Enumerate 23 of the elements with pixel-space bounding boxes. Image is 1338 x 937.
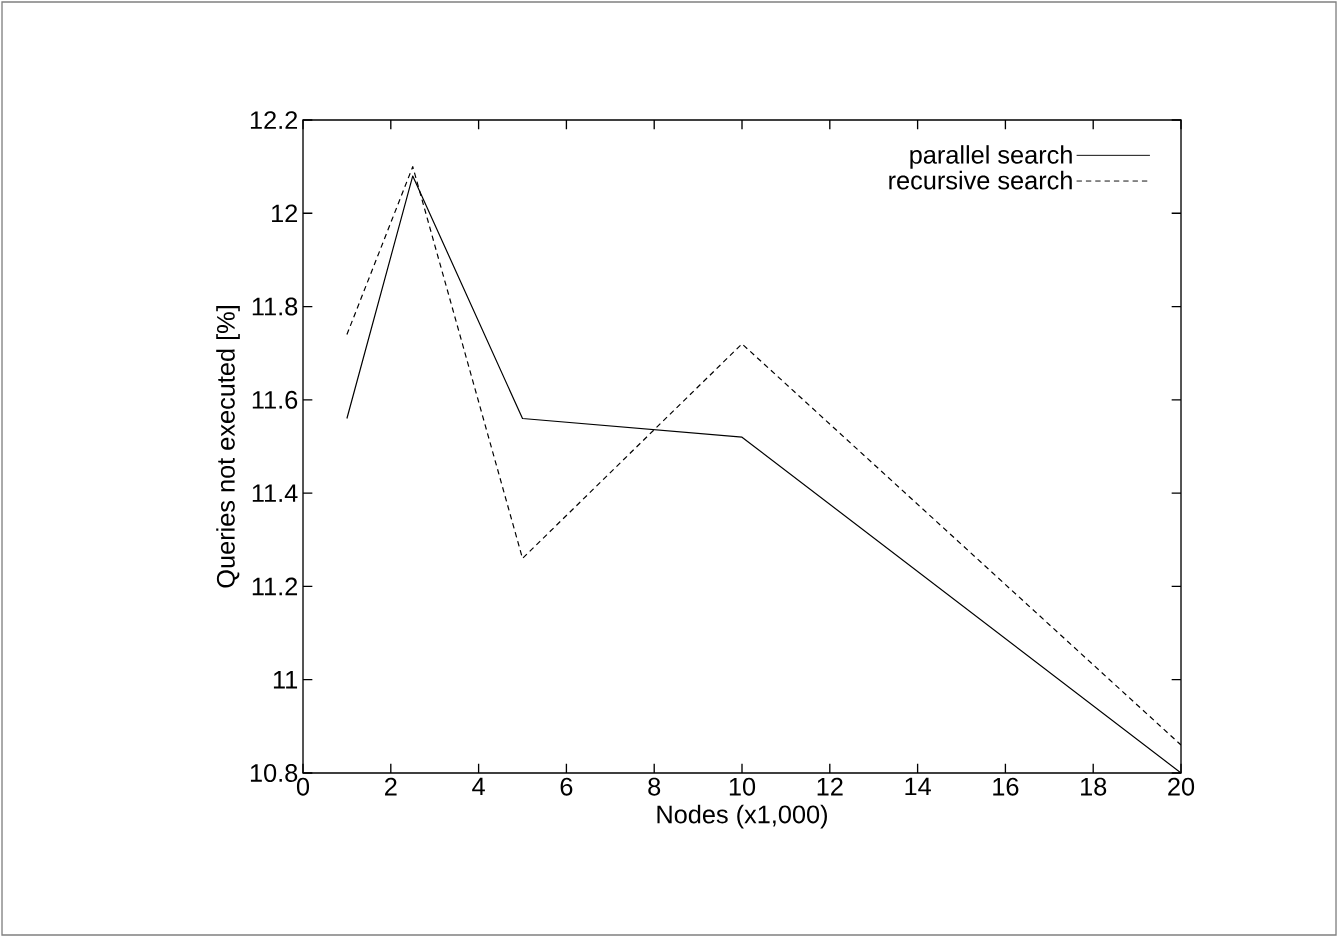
y-tick-label: 10.8	[250, 764, 298, 782]
x-tick-label: 20	[1168, 777, 1195, 796]
y-tick-label: 12.2	[250, 111, 298, 129]
y-tick-label: 11	[273, 670, 298, 689]
x-tick-label: 4	[472, 777, 485, 796]
x-tick-label: 16	[993, 777, 1019, 796]
legend-label: parallel search	[910, 145, 1072, 169]
x-tick-label: 2	[385, 777, 397, 796]
y-tick-label: 11.4	[252, 484, 298, 502]
x-tick-label: 8	[648, 777, 661, 796]
y-axis-title: Queries not executed [%]	[216, 306, 240, 588]
x-tick-label: 12	[817, 777, 843, 796]
y-tick-label: 11.2	[252, 577, 298, 596]
y-tick-label: 12	[272, 204, 298, 223]
x-tick-label: 10	[729, 777, 756, 796]
y-tick-label: 11.8	[252, 297, 298, 316]
x-tick-label: 6	[560, 777, 573, 796]
x-tick-label: 0	[296, 777, 310, 796]
legend-label: recursive search	[889, 170, 1072, 190]
x-tick-label: 18	[1081, 777, 1107, 796]
x-tick-label: 14	[905, 777, 931, 796]
y-tick-label: 11.6	[252, 390, 298, 409]
x-axis-title: Nodes (x1,000)	[657, 804, 827, 829]
